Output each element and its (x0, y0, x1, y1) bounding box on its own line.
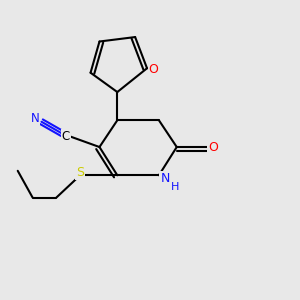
Text: N: N (31, 112, 39, 125)
Text: O: O (208, 140, 218, 154)
Text: S: S (76, 166, 84, 179)
Text: H: H (171, 182, 179, 192)
Text: N: N (160, 172, 170, 185)
Text: O: O (148, 63, 158, 76)
Text: C: C (62, 130, 70, 142)
